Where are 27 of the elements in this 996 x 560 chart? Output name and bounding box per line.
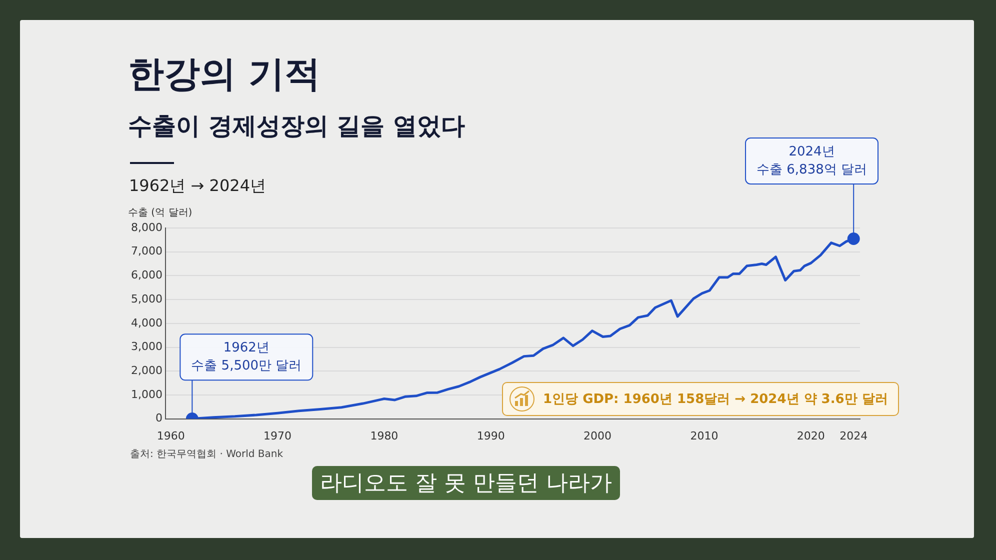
note-box: 1인당 GDP: 1960년 158달러 → 2024년 약 3.6만 달러 (502, 382, 899, 416)
x-tick-label: 2010 (690, 429, 718, 442)
annotation: 1962년 수출 5,500만 달러 (191, 340, 302, 374)
y-tick-label: 2,000 (130, 364, 162, 377)
x-tick-label: 2024 (840, 429, 868, 442)
y-axis-title: 수출 (억 달러) (128, 208, 192, 219)
chart-title: 한강의 기적 (128, 53, 321, 97)
y-tick-label: 3,000 (130, 340, 162, 354)
x-tick-label: 2000 (584, 429, 612, 442)
x-tick-label: 1960 (156, 429, 185, 442)
y-tick-label: 8,000 (130, 220, 162, 234)
y-tick-label: 4,000 (130, 316, 162, 330)
annotation: 2024년 수출 6,838억 달러 (756, 144, 867, 178)
text: 라디오도 잘 못 만들던 나라가 (312, 466, 620, 500)
chart-subtitle: 수출이 경제성장의 길을 열었다 (128, 111, 466, 142)
y-tick-label: 1,000 (130, 388, 162, 401)
y-tick-label: 6,000 (130, 268, 162, 282)
source-note: 출처: 한국무역협회 · World Bank (130, 448, 284, 461)
x-tick-label: 1970 (264, 429, 292, 442)
x-tick-label: 1980 (370, 429, 398, 442)
text: 1962년 → 2024년 (129, 176, 266, 197)
x-tick-label: 1990 (476, 429, 505, 442)
y-tick-label: 7,000 (130, 244, 162, 258)
x-tick-label: 2020 (796, 429, 825, 442)
annotation: 1인당 GDP: 1960년 158달러 → 2024년 약 3.6만 달러 (543, 391, 888, 408)
y-tick-label: 5,000 (130, 292, 162, 306)
y-tick-label: 0 (155, 412, 162, 425)
